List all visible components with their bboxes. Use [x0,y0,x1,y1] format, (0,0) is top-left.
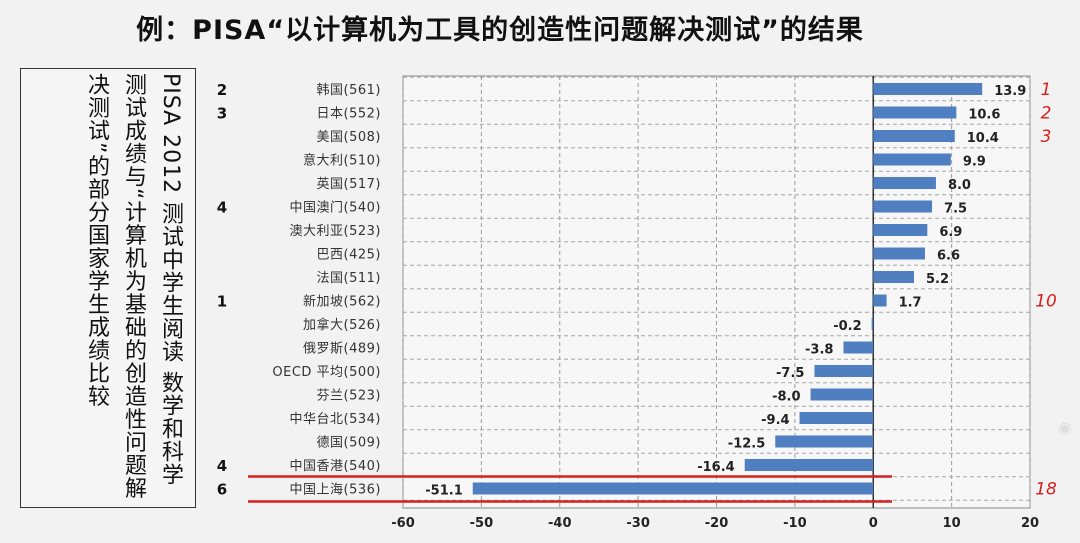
bar [775,435,874,448]
bar [873,294,887,307]
x-tick-label: -30 [626,516,650,531]
category-label: 法国(511) [317,271,381,286]
bar [744,459,874,471]
category-label: 巴西(425) [317,248,381,263]
x-tick-label: -50 [470,516,494,531]
data-label: -7.5 [776,366,804,381]
data-label: 6.9 [939,225,962,240]
category-label: 新加坡(562) [303,294,381,310]
bar [873,200,933,213]
bar [873,106,957,119]
category-label: 美国(508) [317,130,381,145]
bar [472,482,874,495]
data-label: 13.9 [994,84,1026,99]
data-label: -9.4 [761,413,789,428]
data-label: -16.4 [697,460,734,475]
left-rank-annotation: 3 [217,105,227,123]
category-label: 英国(517) [317,177,381,192]
data-label: 5.2 [926,272,949,287]
left-rank-annotation: 6 [217,481,227,499]
x-tick-label: -40 [548,516,572,531]
x-tick-label: -20 [705,516,729,531]
category-label: OECD 平均(500) [272,365,381,380]
edge-control-icon[interactable]: ◉ [1058,418,1072,437]
left-rank-annotation: 2 [217,81,227,99]
category-label: 意大利(510) [303,153,381,169]
category-label: 德国(509) [317,436,381,451]
data-label: 6.6 [937,249,960,264]
bar [873,177,936,189]
x-tick-label: 0 [869,516,878,531]
data-label: 10.6 [968,108,1000,123]
category-label: 韩国(561) [317,83,381,98]
category-label: 中国香港(540) [290,459,381,474]
data-label: -0.2 [833,319,861,334]
data-label: -51.1 [425,484,462,499]
bar [810,388,874,401]
bar [873,83,983,95]
x-tick-label: -60 [391,516,415,531]
right-rank-annotation: 18 [1035,480,1057,500]
bar [873,271,915,283]
sidebar-caption: PISA 2012 测试中学生阅读 数学和科学测试成绩与“计算机为基础的创造性问… [84,73,183,500]
left-rank-annotation: 4 [217,199,227,217]
category-label: 中华台北(534) [290,412,381,427]
data-label: -3.8 [805,343,833,358]
data-label: 10.4 [967,131,999,146]
sidebar-caption-box: PISA 2012 测试中学生阅读 数学和科学测试成绩与“计算机为基础的创造性问… [20,68,196,508]
right-rank-annotation: 2 [1041,104,1052,124]
bar [799,412,874,424]
category-label: 加拿大(526) [303,317,381,333]
category-label: 芬兰(523) [317,389,381,404]
right-rank-annotation: 1 [1041,80,1052,100]
category-label: 澳大利亚(523) [290,223,381,239]
right-rank-annotation: 10 [1035,292,1057,312]
data-label: 1.7 [899,296,922,311]
data-label: -8.0 [772,390,800,405]
bar [873,130,955,142]
page-title: 例：PISA“以计算机为工具的创造性问题解决测试”的结果 [136,15,864,46]
bar [873,153,951,166]
category-label: 日本(552) [317,107,381,122]
data-label: -12.5 [728,437,765,452]
bar [873,224,928,236]
x-tick-label: -10 [783,516,807,531]
category-label: 中国澳门(540) [290,200,381,216]
bar [843,341,874,354]
data-label: 9.9 [963,155,986,170]
bar [873,247,925,260]
bar [814,365,874,377]
category-label: 俄罗斯(489) [303,342,381,357]
data-label: 7.5 [944,202,967,217]
right-rank-annotation: 3 [1041,127,1052,147]
data-label: 8.0 [948,178,971,193]
bar [871,318,874,330]
category-label: 中国上海(536) [290,483,381,498]
x-tick-label: 10 [943,516,961,531]
left-rank-annotation: 4 [217,457,227,475]
x-tick-label: 20 [1021,516,1039,531]
left-rank-annotation: 1 [217,293,227,311]
